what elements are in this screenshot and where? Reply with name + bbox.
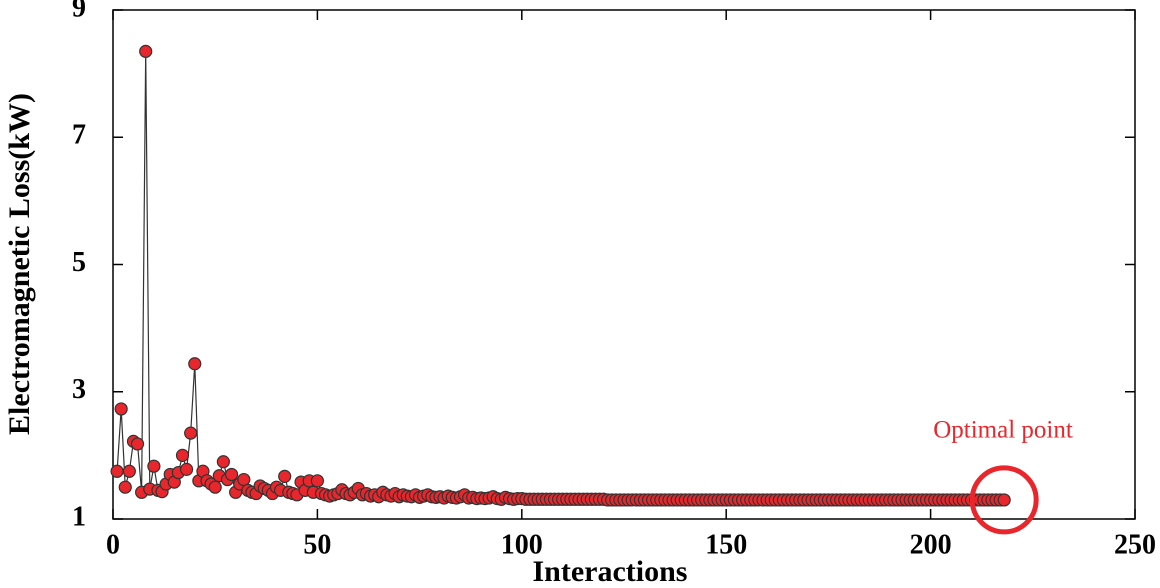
point bbox=[237, 472, 251, 487]
point bbox=[216, 455, 230, 469]
point bbox=[114, 402, 128, 416]
y-tick-label: 5 bbox=[72, 247, 86, 278]
y-tick-label: 1 bbox=[72, 501, 86, 532]
y-axis-label: Electromagnetic Loss(kW) bbox=[3, 93, 36, 435]
y-tick-label: 3 bbox=[72, 374, 86, 405]
x-tick-label: 150 bbox=[705, 529, 747, 560]
loss-line bbox=[116, 51, 1005, 501]
optimal-highlight bbox=[969, 465, 1039, 535]
point bbox=[278, 469, 292, 483]
x-tick-label: 0 bbox=[106, 529, 120, 560]
point bbox=[310, 474, 324, 488]
point bbox=[110, 464, 124, 478]
y-tick-label: 7 bbox=[72, 120, 86, 151]
point bbox=[208, 480, 222, 494]
point bbox=[997, 493, 1011, 507]
point bbox=[118, 480, 132, 494]
y-tick-label: 9 bbox=[72, 0, 86, 23]
point bbox=[130, 437, 145, 451]
point bbox=[147, 459, 161, 473]
x-tick-label: 100 bbox=[501, 529, 543, 560]
annotation: Optimal point bbox=[933, 417, 1073, 444]
point bbox=[179, 462, 194, 476]
x-tick-label: 200 bbox=[910, 529, 952, 560]
x-axis-label: Interactions bbox=[533, 555, 688, 588]
point bbox=[188, 357, 202, 371]
point bbox=[184, 426, 198, 440]
x-tick-label: 50 bbox=[303, 529, 331, 560]
point bbox=[122, 464, 136, 478]
point bbox=[175, 448, 190, 462]
x-tick-label: 250 bbox=[1114, 529, 1156, 560]
point bbox=[139, 44, 153, 58]
point bbox=[224, 467, 239, 482]
